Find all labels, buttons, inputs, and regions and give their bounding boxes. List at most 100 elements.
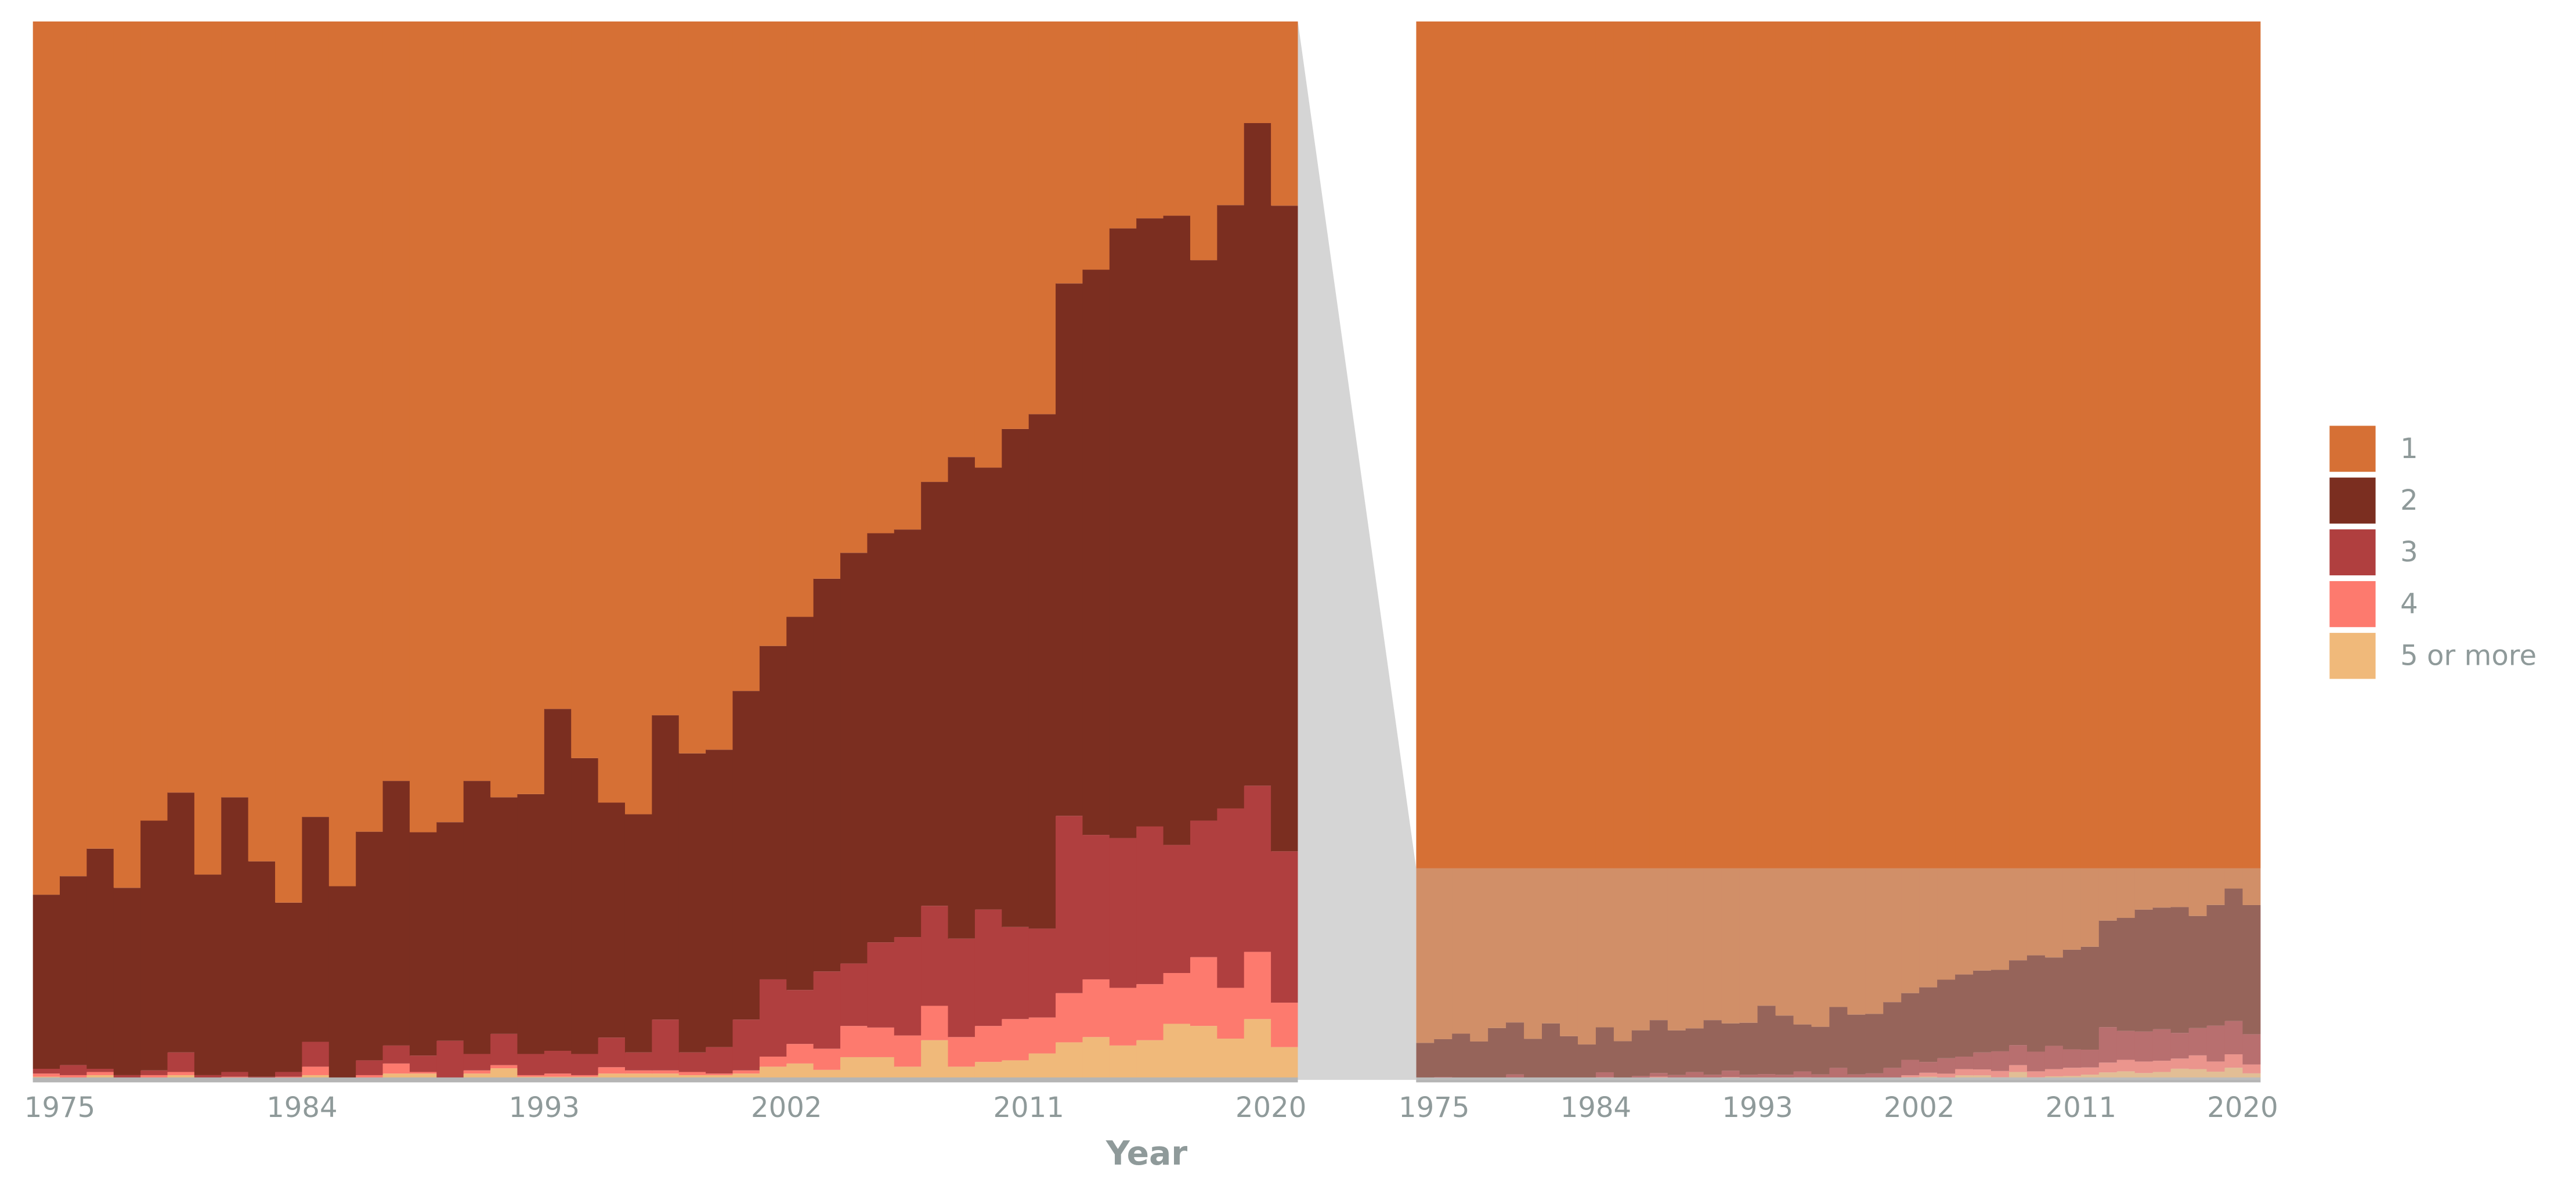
bar-segment (813, 578, 841, 972)
x-tick-label: 2011 (993, 1091, 1064, 1124)
bar-segment (1163, 215, 1191, 845)
bar-segment (1028, 21, 1057, 415)
bar-segment (1056, 816, 1083, 993)
bar-segment (544, 21, 572, 709)
bar-segment (1190, 21, 1218, 261)
bar-segment (652, 1019, 680, 1071)
bar-segment (1991, 1071, 2010, 1078)
bar-segment (1739, 1022, 1758, 1075)
bar-segment (1667, 21, 1686, 1030)
bar-segment (2224, 1054, 2243, 1068)
bar-segment (1775, 1075, 1794, 1079)
bar-segment (1865, 21, 1884, 1014)
bar-segment (2224, 1021, 2243, 1055)
bar-segment (1757, 21, 1776, 1006)
bar-segment (2188, 916, 2208, 1028)
bar-segment (948, 1037, 976, 1067)
x-tick-label: 1975 (1399, 1091, 1469, 1124)
bar-segment (2062, 949, 2082, 1050)
bar-segment (1028, 928, 1057, 1018)
bar-segment (1721, 1023, 1740, 1071)
bar-segment (706, 1047, 734, 1074)
bar-segment (1163, 845, 1191, 974)
bar-segment (2044, 1046, 2064, 1069)
bar-segment (1542, 21, 1561, 1024)
bar-segment (113, 888, 142, 1075)
bar-segment (2009, 1045, 2028, 1065)
bar-segment (1739, 21, 1758, 1023)
bar-segment (571, 758, 599, 1054)
bar-segment (2134, 1031, 2154, 1062)
bar-segment (948, 938, 976, 1037)
bar-segment (1793, 1024, 1812, 1072)
bar-segment (921, 1040, 949, 1080)
bar-segment (1955, 21, 1974, 975)
bar-segment (598, 1037, 626, 1068)
bar-segment (732, 1070, 761, 1074)
bar-segment (1577, 21, 1597, 1045)
bar-segment (1244, 21, 1272, 124)
bar-segment (2152, 907, 2172, 1029)
bar-segment (974, 467, 1003, 910)
bar-segment (1829, 1007, 1848, 1068)
bar-segment (2080, 21, 2100, 947)
bar-segment (2062, 1049, 2082, 1068)
bar-segment (463, 781, 492, 1054)
bar-segment (1667, 1030, 1686, 1075)
bar-segment (2098, 21, 2118, 921)
bar-segment (409, 832, 438, 1056)
bar-segment (436, 1040, 464, 1079)
bar-segment (544, 1073, 572, 1077)
bar-segment (356, 21, 384, 832)
bar-segment (1937, 21, 1956, 980)
bar-segment (867, 1027, 895, 1057)
bar-segment (1919, 1072, 1938, 1077)
bar-segment (2206, 1061, 2225, 1072)
bar-segment (2224, 1068, 2243, 1080)
bar-segment (598, 1067, 626, 1074)
bar-segment (1577, 1044, 1597, 1079)
bar-segment (1559, 1036, 1579, 1080)
bar-segment (1244, 785, 1272, 952)
bar-segment (1595, 1072, 1615, 1078)
bar-segment (32, 895, 61, 1069)
bar-segment (1973, 1069, 1992, 1076)
bar-segment (1082, 21, 1110, 270)
bar-segment (302, 1042, 330, 1067)
bar-segment (1883, 1002, 1902, 1068)
bar-segment (302, 1066, 330, 1075)
bar-segment (1136, 218, 1164, 827)
bar-segment (706, 1073, 734, 1075)
bar-segment (1488, 21, 1507, 1028)
bar-segment (1685, 1028, 1704, 1072)
bar-segment (167, 1052, 196, 1072)
bar-segment (221, 1072, 249, 1077)
bar-segment (2080, 1050, 2100, 1068)
bar-segment (2044, 1069, 2064, 1076)
bar-segment (894, 529, 922, 938)
bar-segment (1271, 851, 1298, 1003)
bar-segment (678, 1072, 707, 1075)
bar-segment (786, 1063, 814, 1080)
bar-segment (382, 21, 411, 781)
legend-swatch (2329, 633, 2376, 679)
bar-segment (382, 1063, 411, 1074)
bar-segment (302, 817, 330, 1042)
bar-segment (974, 1062, 1003, 1080)
bar-segment (194, 21, 222, 875)
bar-segment (382, 781, 411, 1046)
bar-segment (2080, 946, 2100, 1050)
bar-segment (1109, 838, 1137, 988)
bar-segment (1082, 835, 1110, 979)
bar-segment (1136, 826, 1164, 985)
bar-segment (140, 820, 168, 1071)
zoom-panel (32, 21, 1298, 1080)
bar-segment (1883, 21, 1902, 1003)
bar-segment (1847, 21, 1866, 1015)
bar-segment (2116, 1030, 2136, 1060)
x-tick-label: 1984 (266, 1091, 337, 1124)
bar-segment (1649, 1020, 1668, 1073)
bar-segment (1991, 970, 2010, 1051)
bar-segment (275, 21, 303, 903)
bar-segment (1793, 21, 1812, 1025)
